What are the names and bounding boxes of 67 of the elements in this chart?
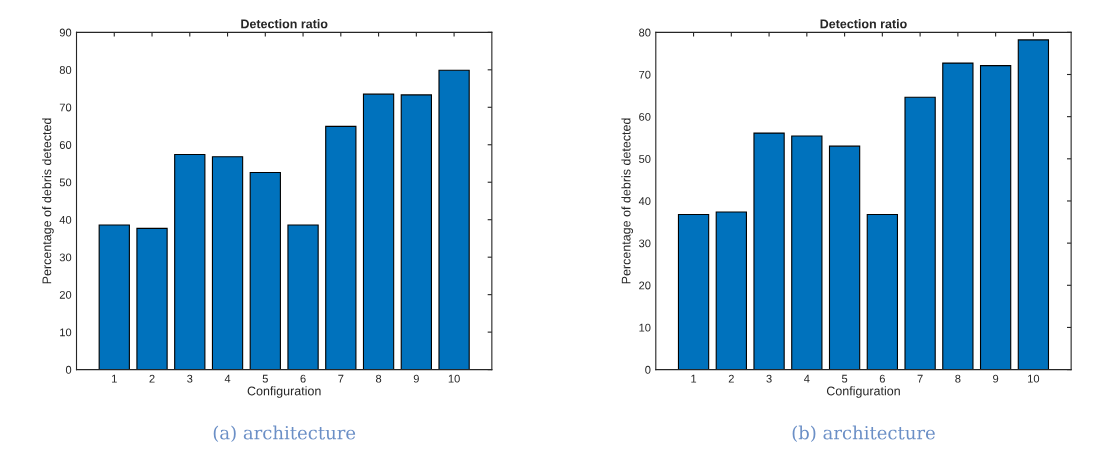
x-tick-label: 10: [448, 374, 460, 383]
y-tick-label: 20: [639, 281, 651, 290]
y-tick-label: 0: [65, 365, 72, 374]
bar: [400, 94, 432, 370]
x-tick-label: 5: [262, 374, 268, 383]
y-axis-title: Percentage of debris detected: [42, 118, 54, 284]
y-tick-label: 10: [60, 328, 72, 337]
x-tick-label: 2: [149, 374, 155, 383]
x-tick-label: 10: [1028, 374, 1040, 383]
y-tick-label: 80: [59, 66, 72, 74]
x-tick-label: 5: [841, 374, 848, 383]
x-tick-label: 2: [728, 374, 734, 383]
bar: [98, 224, 130, 370]
x-tick-label: 3: [766, 374, 772, 383]
bar: [287, 224, 319, 370]
bar: [904, 96, 936, 370]
bar: [174, 153, 206, 370]
chart-title: Detection ratio: [241, 19, 328, 29]
y-axis-title: Percentage of debris detected: [621, 118, 634, 284]
x-tick-label: 8: [955, 374, 961, 383]
y-tick-label: 80: [639, 28, 651, 37]
bar: [1017, 39, 1050, 370]
bar: [325, 125, 357, 370]
y-tick-label: 60: [59, 141, 72, 149]
y-tick-label: 20: [59, 290, 72, 299]
bar: [677, 213, 710, 370]
bar: [753, 132, 785, 370]
bar: [249, 171, 281, 370]
x-axis-title: Configuration: [826, 386, 900, 398]
y-tick-label: 60: [639, 112, 651, 121]
bar: [942, 62, 974, 370]
y-tick-label: 10: [639, 323, 651, 332]
text: (a) architecture: [213, 425, 356, 443]
x-tick-label: 1: [112, 374, 117, 383]
y-tick-label: 40: [638, 197, 651, 206]
x-tick-label: 7: [917, 374, 923, 383]
x-tick-label: 3: [187, 374, 193, 383]
bar: [828, 145, 861, 370]
bar: [211, 156, 244, 370]
x-tick-label: 8: [375, 374, 382, 383]
y-tick-label: 70: [59, 103, 72, 112]
y-tick-label: 50: [59, 178, 72, 187]
bar: [136, 227, 168, 370]
y-tick-label: 70: [639, 70, 651, 79]
x-axis-title: Configuration: [247, 386, 321, 398]
x-tick-label: 7: [338, 374, 344, 383]
x-tick-label: 9: [993, 374, 999, 383]
bar: [979, 65, 1012, 370]
text: (b) architecture: [792, 425, 935, 443]
x-tick-label: 4: [804, 374, 810, 383]
x-tick-label: 4: [224, 374, 231, 383]
y-tick-label: 30: [59, 253, 72, 262]
chart-title: Detection ratio: [820, 19, 907, 29]
bar: [715, 211, 747, 370]
bar: [866, 213, 899, 370]
y-tick-label: 50: [639, 155, 651, 163]
y-tick-label: 90: [59, 28, 72, 37]
bar: [438, 69, 470, 370]
y-tick-label: 40: [59, 215, 72, 224]
x-tick-label: 6: [879, 374, 885, 383]
bar: [362, 93, 395, 370]
y-tick-label: 0: [645, 365, 651, 374]
x-tick-label: 9: [413, 374, 419, 383]
bar: [791, 135, 823, 370]
y-tick-label: 30: [639, 239, 651, 248]
x-tick-label: 6: [300, 374, 306, 383]
x-tick-label: 1: [691, 374, 697, 383]
